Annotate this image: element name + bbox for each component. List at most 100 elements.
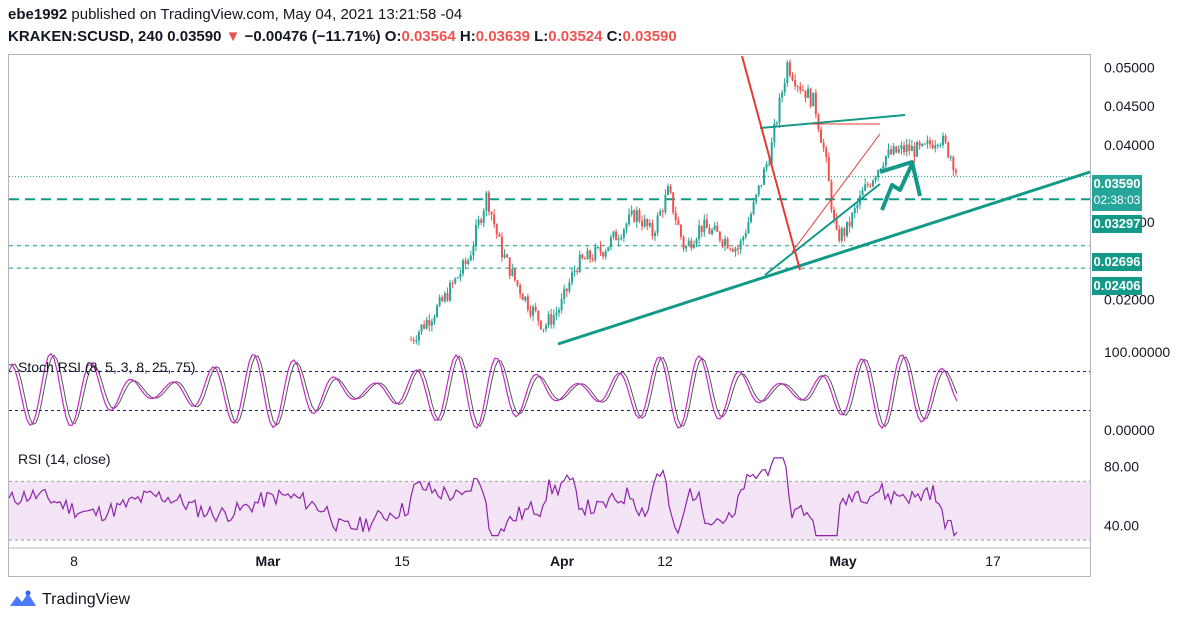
candle-body: [519, 284, 522, 295]
candle-body: [565, 288, 568, 292]
candle-body: [474, 224, 477, 246]
author: ebe1992: [8, 6, 68, 23]
candle-body: [775, 122, 778, 124]
candle-body: [908, 144, 911, 151]
candle-body: [417, 331, 420, 341]
candle-body: [521, 294, 524, 301]
candle-body: [788, 62, 791, 76]
projection-arrow-line: [880, 163, 914, 211]
rsi-pane: [8, 457, 1090, 541]
candle-body: [796, 86, 799, 88]
candle-body: [724, 238, 727, 246]
candle-body: [936, 144, 939, 146]
candle-body: [682, 236, 685, 249]
candle-body: [490, 211, 493, 215]
candle-body: [783, 82, 786, 93]
candle-body: [890, 149, 893, 155]
candle-body: [420, 324, 423, 332]
candle-body: [482, 210, 485, 223]
candle-body: [729, 248, 732, 250]
candle-body: [456, 277, 459, 279]
candles: [410, 59, 957, 346]
publish-line: ebe1992 published on TradingView.com, Ma…: [8, 6, 462, 23]
candle-body: [690, 240, 693, 249]
close-value: 0.03590: [622, 28, 677, 45]
candle-body: [739, 240, 742, 250]
candle-body: [625, 223, 628, 230]
candle-body: [469, 255, 472, 261]
candle-body: [573, 270, 576, 273]
price-tick-label: 0.05000: [1104, 60, 1155, 76]
last-price: 0.03590: [167, 28, 222, 45]
candle-body: [454, 278, 457, 284]
candle-body: [638, 210, 641, 222]
candle-body: [734, 248, 737, 252]
rsi-band-fill: [9, 481, 1090, 540]
candle-body: [845, 221, 848, 236]
candle-body: [747, 222, 750, 233]
candle-body: [674, 212, 677, 221]
candle-body: [666, 186, 669, 195]
candle-body: [552, 314, 555, 325]
symbol[interactable]: KRAKEN:SCUSD, 240: [8, 28, 164, 45]
candle-body: [568, 282, 571, 292]
candle-body: [884, 155, 887, 166]
candle-body: [617, 238, 620, 241]
candle-body: [628, 214, 631, 224]
candle-body: [827, 156, 830, 182]
candle-body: [651, 222, 654, 237]
candle-body: [762, 168, 765, 185]
candle-body: [905, 144, 908, 152]
candle-body: [472, 245, 475, 256]
candle-body: [596, 246, 599, 248]
level-label-3: 0.02406: [1092, 277, 1142, 295]
candle-body: [708, 228, 711, 234]
candle-body: [698, 225, 701, 240]
candle-body: [433, 316, 436, 322]
stoch-tick-label: 0.00000: [1104, 422, 1155, 438]
candle-body: [615, 231, 618, 241]
candle-body: [609, 237, 612, 247]
candle-body: [695, 239, 698, 245]
candle-body: [794, 79, 797, 87]
candle-body: [591, 258, 594, 260]
candle-body: [604, 251, 607, 257]
candle-body: [926, 140, 929, 144]
candle-body: [840, 228, 843, 241]
high-value: 0.03639: [475, 28, 530, 45]
candle-body: [607, 246, 610, 252]
axis-labels: 0.050000.045000.040000.030000.02000100.0…: [9, 60, 1170, 569]
wedge-lower-line: [764, 183, 881, 276]
candle-body: [449, 282, 452, 301]
candle-body: [822, 142, 825, 148]
candle-body: [705, 219, 708, 229]
candle-body: [602, 252, 605, 257]
candle-body: [503, 254, 506, 258]
candle-body: [467, 260, 470, 264]
stoch-rsi-pane: [8, 352, 1090, 429]
candle-body: [498, 233, 501, 237]
trend-drawings: [557, 55, 1091, 346]
candle-body: [853, 208, 856, 214]
candle-body: [778, 97, 781, 123]
candle-body: [949, 156, 952, 158]
brand-name: TradingView: [42, 591, 131, 608]
candle-body: [700, 225, 703, 233]
candle-body: [633, 210, 636, 222]
tradingview-brand[interactable]: TradingView: [8, 590, 130, 610]
candle-body: [921, 143, 924, 146]
candle-body: [410, 339, 413, 341]
candle-body: [731, 249, 734, 252]
candle-body: [643, 219, 646, 227]
candle-body: [581, 254, 584, 259]
candle-body: [446, 293, 449, 301]
tradingview-logo-icon: [10, 590, 36, 606]
triangle-lower-line: [791, 133, 881, 253]
chart-frame[interactable]: [8, 54, 1091, 577]
candle-body: [918, 142, 921, 146]
candle-body: [477, 219, 480, 225]
time-tick-label: Mar: [256, 553, 281, 569]
candle-body: [718, 231, 721, 241]
candle-body: [524, 296, 527, 301]
